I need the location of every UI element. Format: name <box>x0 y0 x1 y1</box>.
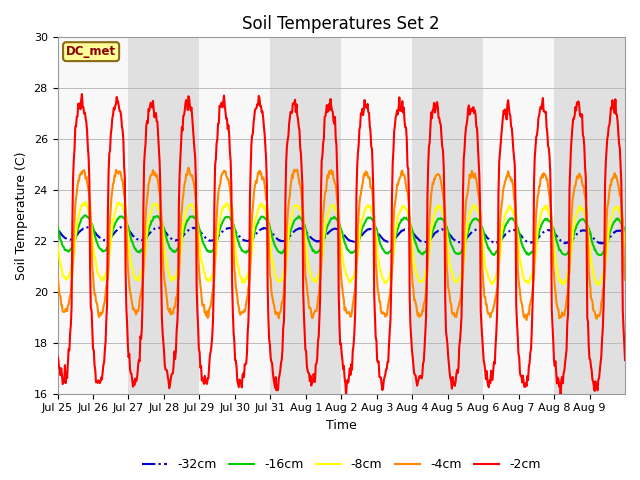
Y-axis label: Soil Temperature (C): Soil Temperature (C) <box>15 151 28 280</box>
Bar <box>483 37 554 394</box>
Text: DC_met: DC_met <box>66 45 116 58</box>
Bar <box>58 37 129 394</box>
Bar <box>200 37 270 394</box>
X-axis label: Time: Time <box>326 419 356 432</box>
Bar <box>341 37 412 394</box>
Legend: -32cm, -16cm, -8cm, -4cm, -2cm: -32cm, -16cm, -8cm, -4cm, -2cm <box>137 453 545 476</box>
Title: Soil Temperatures Set 2: Soil Temperatures Set 2 <box>243 15 440 33</box>
